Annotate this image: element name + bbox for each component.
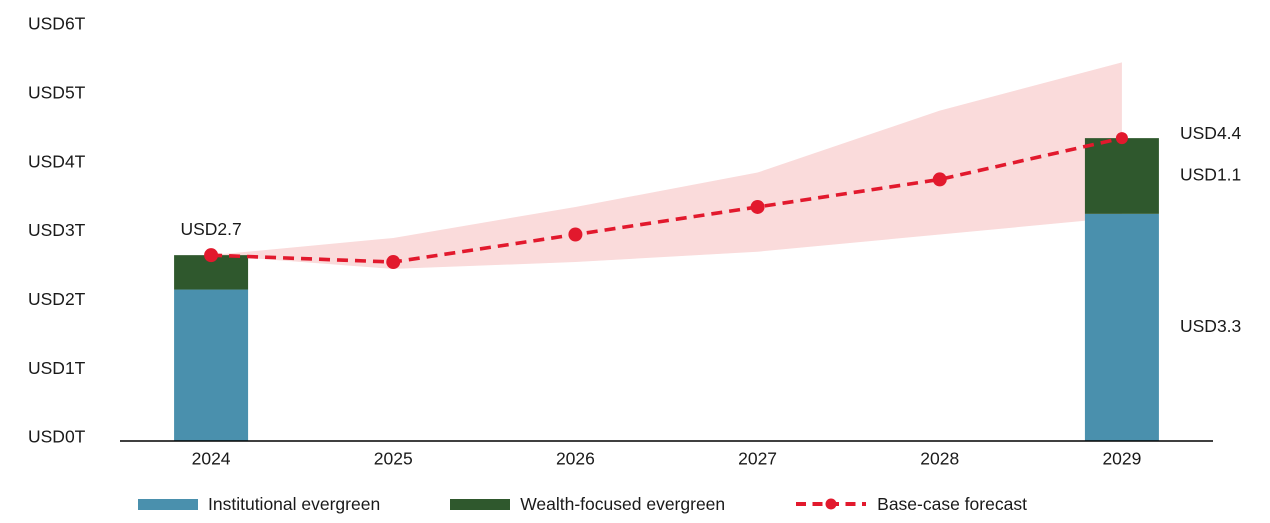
forecast-dashed-line-icon [796, 498, 867, 510]
forecast-point-2028 [932, 172, 947, 187]
x-axis-tick-label-2025: 2025 [374, 449, 413, 469]
forecast-point-2029 [1115, 132, 1128, 145]
y-axis-tick-label-1: USD1T [28, 358, 86, 378]
y-axis-tick-label-4: USD4T [28, 151, 86, 171]
wealth-focused-evergreen-swatch [450, 498, 511, 510]
x-axis-tick-label-2024: 2024 [192, 449, 231, 469]
y-axis-tick-label-5: USD5T [28, 82, 86, 102]
y-axis-tick-label-6: USD6T [28, 14, 86, 34]
chart-legend: Institutional evergreen Wealth-focused e… [138, 492, 1027, 516]
bar-2029-institutional [1084, 213, 1159, 441]
legend-label-wealth: Wealth-focused evergreen [520, 493, 726, 514]
legend-item-institutional-evergreen: Institutional evergreen [138, 494, 380, 515]
annotation-usd3.3: USD3.3 [1180, 316, 1241, 336]
x-axis-tick-label-2029: 2029 [1102, 449, 1141, 469]
forecast-point-2026 [568, 227, 583, 242]
y-axis-tick-label-2: USD2T [28, 289, 86, 309]
legend-label-institutional: Institutional evergreen [208, 493, 381, 514]
annotation-usd4.4: USD4.4 [1180, 123, 1242, 143]
legend-label-forecast: Base-case forecast [877, 493, 1027, 514]
x-axis-tick-label-2026: 2026 [556, 449, 595, 469]
legend-item-base-case-forecast: Base-case forecast [795, 494, 1027, 515]
x-axis-tick-label-2027: 2027 [738, 449, 777, 469]
bar-2029-wealth-focused [1084, 138, 1159, 214]
x-axis-tick-label-2028: 2028 [920, 449, 959, 469]
y-axis-tick-label-3: USD3T [28, 220, 86, 240]
forecast-point-2025 [386, 255, 401, 270]
legend-item-wealth-focused-evergreen: Wealth-focused evergreen [450, 494, 725, 515]
bar-2024-institutional [174, 289, 249, 441]
forecast-uncertainty-band [211, 62, 1122, 269]
institutional-evergreen-swatch [138, 498, 198, 510]
annotation-usd2.7: USD2.7 [180, 219, 241, 239]
y-axis-tick-label-0: USD0T [28, 427, 86, 447]
forecast-point-2024 [204, 248, 219, 263]
annotation-usd1.1: USD1.1 [1180, 165, 1241, 185]
base-case-forecast-line [211, 136, 1123, 264]
forecast-point-2027 [750, 199, 765, 214]
